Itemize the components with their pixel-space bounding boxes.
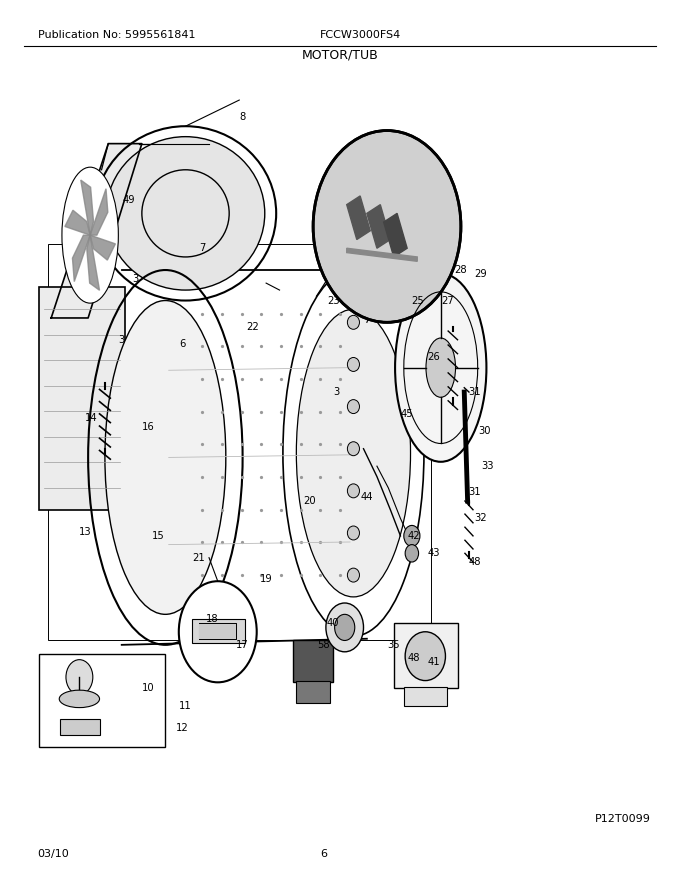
Polygon shape — [51, 143, 142, 318]
Text: 42: 42 — [407, 531, 420, 541]
Polygon shape — [87, 235, 99, 290]
Bar — [394, 623, 458, 688]
Text: P12T0099: P12T0099 — [595, 814, 651, 825]
Text: 6: 6 — [320, 849, 327, 859]
Ellipse shape — [59, 690, 99, 708]
Text: 41: 41 — [428, 657, 441, 667]
Text: 44: 44 — [360, 492, 373, 502]
Ellipse shape — [405, 632, 445, 680]
Text: 28: 28 — [455, 265, 467, 275]
Ellipse shape — [347, 315, 360, 329]
Text: 22: 22 — [246, 322, 259, 332]
Text: 6: 6 — [179, 339, 186, 349]
Text: 19: 19 — [260, 575, 273, 584]
Text: 43: 43 — [428, 548, 440, 558]
Circle shape — [404, 525, 420, 546]
Polygon shape — [81, 180, 93, 235]
Text: 23: 23 — [327, 296, 339, 305]
Ellipse shape — [105, 301, 226, 614]
Text: 21: 21 — [192, 553, 205, 562]
Text: 3: 3 — [333, 387, 340, 397]
Text: 48: 48 — [407, 653, 420, 663]
Ellipse shape — [395, 274, 486, 462]
Polygon shape — [73, 235, 90, 282]
Bar — [296, 681, 330, 703]
Text: 35: 35 — [388, 640, 400, 649]
Circle shape — [405, 545, 419, 562]
Text: 3: 3 — [132, 274, 138, 283]
Text: Publication No: 5995561841: Publication No: 5995561841 — [38, 30, 195, 40]
Text: 31: 31 — [468, 488, 481, 497]
Text: 26: 26 — [428, 352, 441, 363]
Bar — [192, 619, 245, 643]
Bar — [39, 288, 125, 510]
Text: FCCW3000FS4: FCCW3000FS4 — [320, 30, 401, 40]
Text: 7: 7 — [199, 243, 205, 253]
Ellipse shape — [426, 338, 456, 397]
Text: 20: 20 — [303, 496, 316, 506]
Text: 15: 15 — [152, 531, 165, 541]
Ellipse shape — [296, 309, 411, 597]
Text: 8: 8 — [239, 113, 245, 122]
Ellipse shape — [347, 442, 360, 456]
Bar — [404, 686, 447, 706]
Polygon shape — [367, 205, 390, 248]
Bar — [39, 654, 165, 747]
Ellipse shape — [347, 357, 360, 371]
Circle shape — [335, 614, 355, 641]
Circle shape — [66, 660, 93, 694]
Text: 18: 18 — [206, 613, 219, 624]
Text: 32: 32 — [475, 513, 488, 524]
Text: 25: 25 — [411, 296, 424, 305]
Text: 45: 45 — [401, 409, 413, 419]
Text: 40: 40 — [327, 618, 339, 628]
Text: 3: 3 — [118, 334, 125, 345]
Polygon shape — [199, 623, 236, 639]
Ellipse shape — [347, 526, 360, 540]
Ellipse shape — [347, 484, 360, 498]
Text: 31: 31 — [468, 387, 481, 397]
Ellipse shape — [347, 568, 360, 582]
Text: 58: 58 — [317, 640, 330, 649]
Text: 14: 14 — [85, 414, 98, 423]
Ellipse shape — [62, 167, 118, 303]
Text: 03/10: 03/10 — [38, 849, 69, 859]
Polygon shape — [90, 188, 108, 235]
Circle shape — [313, 130, 461, 322]
Polygon shape — [65, 210, 90, 235]
Polygon shape — [347, 196, 370, 239]
Circle shape — [179, 581, 257, 682]
Text: 12: 12 — [176, 722, 188, 733]
Text: 27: 27 — [441, 296, 454, 305]
Text: 10: 10 — [142, 684, 155, 693]
Polygon shape — [347, 248, 418, 261]
Ellipse shape — [106, 136, 265, 290]
Polygon shape — [384, 213, 407, 257]
Text: 29: 29 — [475, 269, 488, 279]
Text: 16: 16 — [142, 422, 155, 432]
Text: 49: 49 — [122, 195, 135, 205]
Text: 17: 17 — [236, 640, 249, 649]
Circle shape — [326, 603, 364, 652]
Text: 30: 30 — [478, 426, 491, 436]
Polygon shape — [90, 235, 116, 260]
Text: 33: 33 — [481, 461, 494, 471]
Bar — [293, 641, 333, 682]
Text: 48: 48 — [468, 557, 481, 567]
Bar — [48, 244, 430, 641]
Text: 13: 13 — [78, 526, 91, 537]
Text: MOTOR/TUB: MOTOR/TUB — [302, 48, 378, 62]
Text: 11: 11 — [179, 700, 192, 711]
Bar — [60, 719, 100, 735]
Ellipse shape — [347, 400, 360, 414]
